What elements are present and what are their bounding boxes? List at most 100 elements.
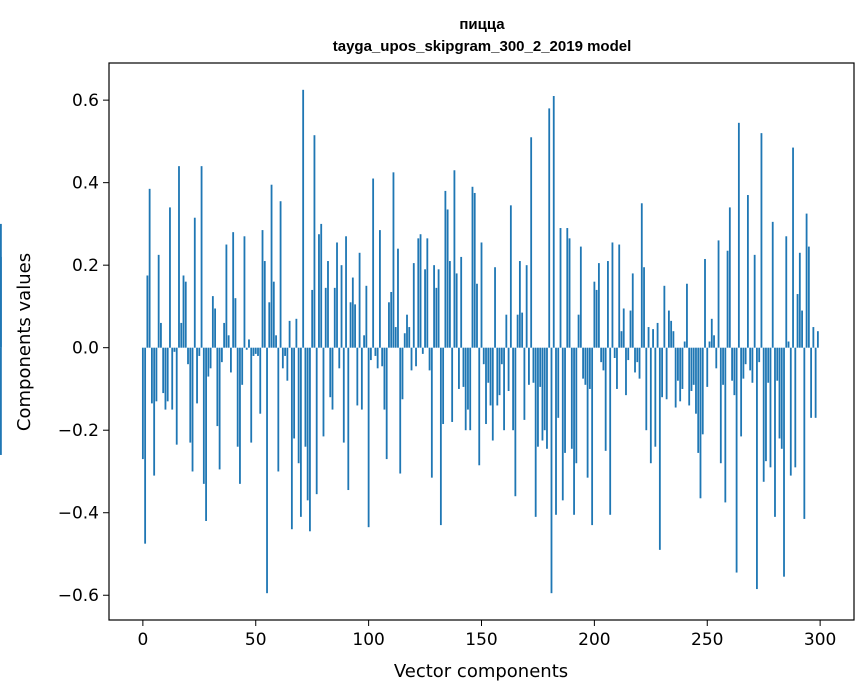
bar <box>570 347 573 449</box>
bar <box>250 347 253 443</box>
bar <box>505 314 508 348</box>
bar <box>0 256 2 348</box>
bar <box>616 347 618 389</box>
bar <box>155 347 158 402</box>
bar <box>674 347 677 408</box>
y-tick-label: 0.6 <box>72 91 99 111</box>
bar <box>695 347 697 414</box>
y-tick-label: −0.6 <box>58 586 99 606</box>
bar <box>480 242 483 348</box>
bar <box>758 347 761 363</box>
bar <box>415 347 417 367</box>
bar <box>412 263 415 348</box>
bar <box>433 265 435 348</box>
bar <box>241 347 244 385</box>
bar <box>297 347 300 464</box>
x-tick-label: 250 <box>691 630 723 650</box>
bar <box>437 269 440 348</box>
bar <box>421 347 424 354</box>
bar <box>286 347 289 381</box>
bar <box>171 347 174 410</box>
bar <box>731 347 733 381</box>
bar <box>534 347 537 517</box>
bar <box>460 256 463 348</box>
bar <box>232 232 235 348</box>
bar <box>593 281 596 348</box>
bar <box>374 347 377 356</box>
y-axis-label: Components values <box>14 253 35 431</box>
bar <box>597 263 600 348</box>
bar <box>564 347 566 453</box>
bar <box>661 347 664 398</box>
bar <box>464 347 467 431</box>
bar <box>645 347 648 431</box>
bar <box>686 283 688 348</box>
bar <box>476 283 478 348</box>
bar <box>812 327 815 348</box>
bar <box>385 347 388 460</box>
bar <box>622 308 625 348</box>
bar <box>331 347 334 410</box>
bar <box>342 347 345 443</box>
x-tick-label: 200 <box>578 630 610 650</box>
bar <box>636 347 639 363</box>
x-tick-label: 300 <box>804 630 836 650</box>
bar <box>496 347 499 406</box>
bar <box>178 166 180 348</box>
bar <box>275 335 277 348</box>
bar <box>701 347 704 435</box>
bar <box>485 347 487 425</box>
bar <box>595 289 598 348</box>
bar <box>774 347 776 517</box>
bar <box>442 347 445 425</box>
bar <box>600 347 603 363</box>
bar <box>760 133 763 348</box>
bar <box>627 347 630 361</box>
bar <box>338 347 341 369</box>
bar <box>243 236 246 348</box>
bar <box>333 287 336 348</box>
bar <box>209 347 212 369</box>
bar <box>602 347 605 371</box>
bar <box>173 347 176 352</box>
bar <box>471 186 474 348</box>
bar <box>503 347 505 431</box>
bar <box>394 327 397 348</box>
bar <box>537 347 539 447</box>
bar <box>586 347 589 478</box>
bar <box>643 267 645 348</box>
bar <box>444 190 447 348</box>
bar <box>349 302 352 348</box>
bar <box>268 302 271 348</box>
bar <box>320 223 323 348</box>
bar <box>162 347 165 394</box>
bar <box>810 347 813 418</box>
bar <box>726 250 729 348</box>
bar <box>677 347 679 381</box>
bar <box>654 347 657 447</box>
bar <box>288 320 291 348</box>
bar <box>509 205 512 348</box>
bar <box>383 347 386 410</box>
bar <box>588 347 591 389</box>
bar <box>451 347 454 422</box>
bar <box>281 347 284 369</box>
bar <box>257 347 259 356</box>
bar <box>584 347 587 385</box>
bar <box>270 184 273 348</box>
bar <box>419 234 422 348</box>
bar <box>539 347 542 387</box>
bar <box>487 347 490 383</box>
bar <box>478 347 481 466</box>
bar <box>634 347 636 373</box>
bar <box>446 209 449 348</box>
bar <box>392 172 395 348</box>
bar <box>164 347 167 410</box>
bar <box>430 347 433 478</box>
bar <box>683 341 686 348</box>
bar <box>336 242 338 348</box>
bar <box>408 327 411 348</box>
bar <box>744 347 747 365</box>
bar <box>198 347 201 356</box>
bar <box>329 347 332 398</box>
